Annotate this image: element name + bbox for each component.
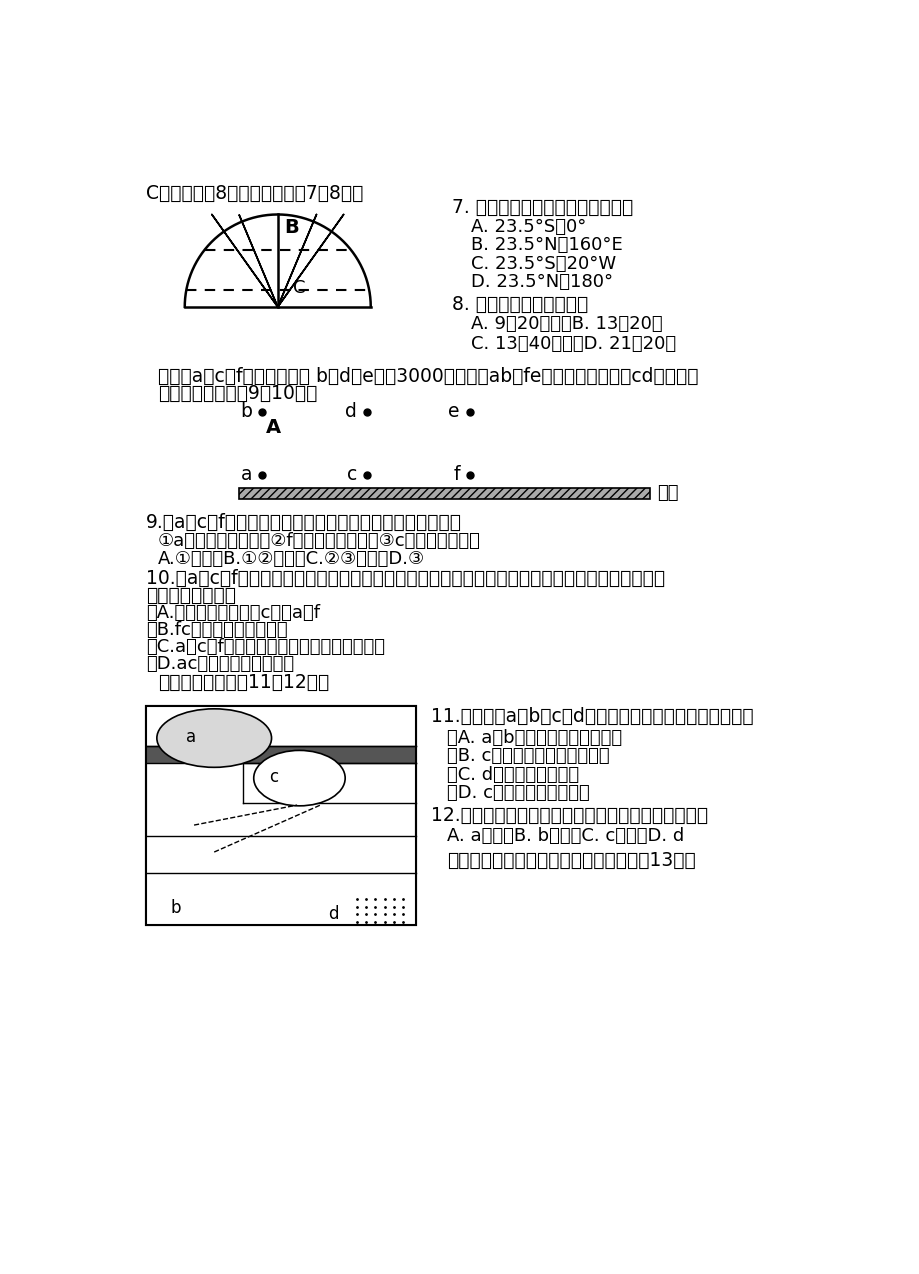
Text: 下图中a、c、f位于近地面， b、d、e位于3000米高空；ab、fe的垂直气压差大于cd的垂直气: 下图中a、c、f位于近地面， b、d、e位于3000米高空；ab、fe的垂直气压… xyxy=(157,367,698,386)
Text: 9.若a、c、f位于同一纹线，则下列说法可能正确的是（　）: 9.若a、c、f位于同一纹线，则下列说法可能正确的是（ ） xyxy=(146,513,461,533)
Text: D.ac之间一定盛行西南风: D.ac之间一定盛行西南风 xyxy=(146,655,294,673)
Text: A. 9时20分　　B. 13时20分: A. 9时20分 B. 13时20分 xyxy=(471,315,663,333)
Text: B: B xyxy=(284,218,299,237)
Text: e: e xyxy=(448,403,460,422)
Text: f: f xyxy=(453,465,460,484)
Bar xyxy=(146,836,415,873)
Text: c: c xyxy=(269,767,278,786)
Text: A. 23.5°S，0°: A. 23.5°S，0° xyxy=(471,218,586,236)
Text: C地的昼长为8小时，读图完戀7～8题。: C地的昼长为8小时，读图完戀7～8题。 xyxy=(146,183,363,203)
Bar xyxy=(146,873,415,925)
Text: C.a、c、f所代表的气压带移动方向可能相反: C.a、c、f所代表的气压带移动方向可能相反 xyxy=(146,638,384,656)
Text: A. a、b是不同成因类型的岩石: A. a、b是不同成因类型的岩石 xyxy=(447,729,621,747)
Text: D. c岩石一定能找到化石: D. c岩石一定能找到化石 xyxy=(447,785,589,803)
Text: A.①　　　B.①②　　　C.②③　　　D.③: A.① B.①② C.②③ D.③ xyxy=(157,550,425,568)
Text: d: d xyxy=(328,905,338,922)
Bar xyxy=(146,706,415,925)
Ellipse shape xyxy=(254,750,345,806)
Text: 7. 此刻太阳直射点的坐标为（　）: 7. 此刻太阳直射点的坐标为（ ） xyxy=(451,197,632,217)
Text: B.fc之间可能盛行西北风: B.fc之间可能盛行西北风 xyxy=(146,620,288,640)
Text: A: A xyxy=(266,418,280,437)
Text: 读下图，回筄11～12题。: 读下图，回筄11～12题。 xyxy=(157,674,328,692)
Text: 下图为世界某区域略图。读图，完成13题。: 下图为世界某区域略图。读图，完成13题。 xyxy=(447,851,695,869)
Text: ①a代表冬季海洋　　②f代表夏季陆地　　③c代表白天的陆地: ①a代表冬季海洋 ②f代表夏季陆地 ③c代表白天的陆地 xyxy=(157,531,480,549)
Bar xyxy=(146,706,415,925)
Text: A.近地面大气可能由c流向a、f: A.近地面大气可能由c流向a、f xyxy=(146,604,320,622)
Text: C. 13时40分　　D. 21时20分: C. 13时40分 D. 21时20分 xyxy=(471,335,675,353)
Text: 11.下列关于a、b、c、d四类岩石的说法，正确的是（　）: 11.下列关于a、b、c、d四类岩石的说法，正确的是（ ） xyxy=(431,707,753,726)
Bar xyxy=(146,745,415,763)
Text: C. d可能会形成变质岩: C. d可能会形成变质岩 xyxy=(447,766,578,784)
Bar xyxy=(146,706,415,745)
Text: C: C xyxy=(293,279,305,297)
Text: B. 23.5°N，160°E: B. 23.5°N，160°E xyxy=(471,236,622,254)
Text: b: b xyxy=(240,403,252,422)
Text: 压差，读图，完戅9～10题。: 压差，读图，完戅9～10题。 xyxy=(157,383,317,403)
Text: b: b xyxy=(170,899,180,917)
Bar xyxy=(239,488,649,498)
Text: A. a　　　B. b　　　C. c　　　D. d: A. a B. b C. c D. d xyxy=(447,827,683,846)
Text: C. 23.5°S，20°W: C. 23.5°S，20°W xyxy=(471,255,616,273)
Text: 12.　由珊瑚礁组成的石灯岩，形成机理类似于（　）: 12. 由珊瑚礁组成的石灯岩，形成机理类似于（ ） xyxy=(431,806,708,824)
Text: 10.若a、c、f位于南半球的同一经线，且三地之间形成的环流属于全球大气环流的一部分，则下列说: 10.若a、c、f位于南半球的同一经线，且三地之间形成的环流属于全球大气环流的一… xyxy=(146,568,664,587)
Ellipse shape xyxy=(156,708,271,767)
Text: a: a xyxy=(186,727,196,745)
Text: 地面: 地面 xyxy=(657,484,678,502)
Text: a: a xyxy=(241,465,252,484)
Text: 8. 此刻北京时间为（　）: 8. 此刻北京时间为（ ） xyxy=(451,294,588,313)
Text: c: c xyxy=(346,465,357,484)
Text: D. 23.5°N，180°: D. 23.5°N，180° xyxy=(471,273,613,290)
Bar xyxy=(243,763,415,803)
Text: d: d xyxy=(345,403,357,422)
Text: B. c从成因类型看属于岩浆岩: B. c从成因类型看属于岩浆岩 xyxy=(447,748,608,766)
Text: 法正确的是（　）: 法正确的是（ ） xyxy=(146,586,236,605)
